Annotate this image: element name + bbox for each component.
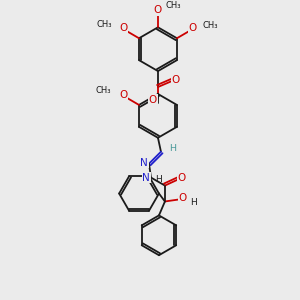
Text: H: H <box>169 144 176 153</box>
Text: H: H <box>190 198 196 207</box>
Text: O: O <box>119 90 127 100</box>
Text: O: O <box>179 194 187 203</box>
Text: CH₃: CH₃ <box>97 20 112 29</box>
Text: O: O <box>172 75 180 85</box>
Text: O: O <box>178 172 186 183</box>
Text: H: H <box>155 175 162 184</box>
Text: O: O <box>149 95 157 105</box>
Text: O: O <box>154 5 162 15</box>
Text: N: N <box>142 172 150 183</box>
Text: N: N <box>140 158 148 168</box>
Text: O: O <box>189 23 197 33</box>
Text: CH₃: CH₃ <box>203 21 218 30</box>
Text: O: O <box>119 23 127 33</box>
Text: CH₃: CH₃ <box>166 1 182 10</box>
Text: CH₃: CH₃ <box>96 86 111 95</box>
